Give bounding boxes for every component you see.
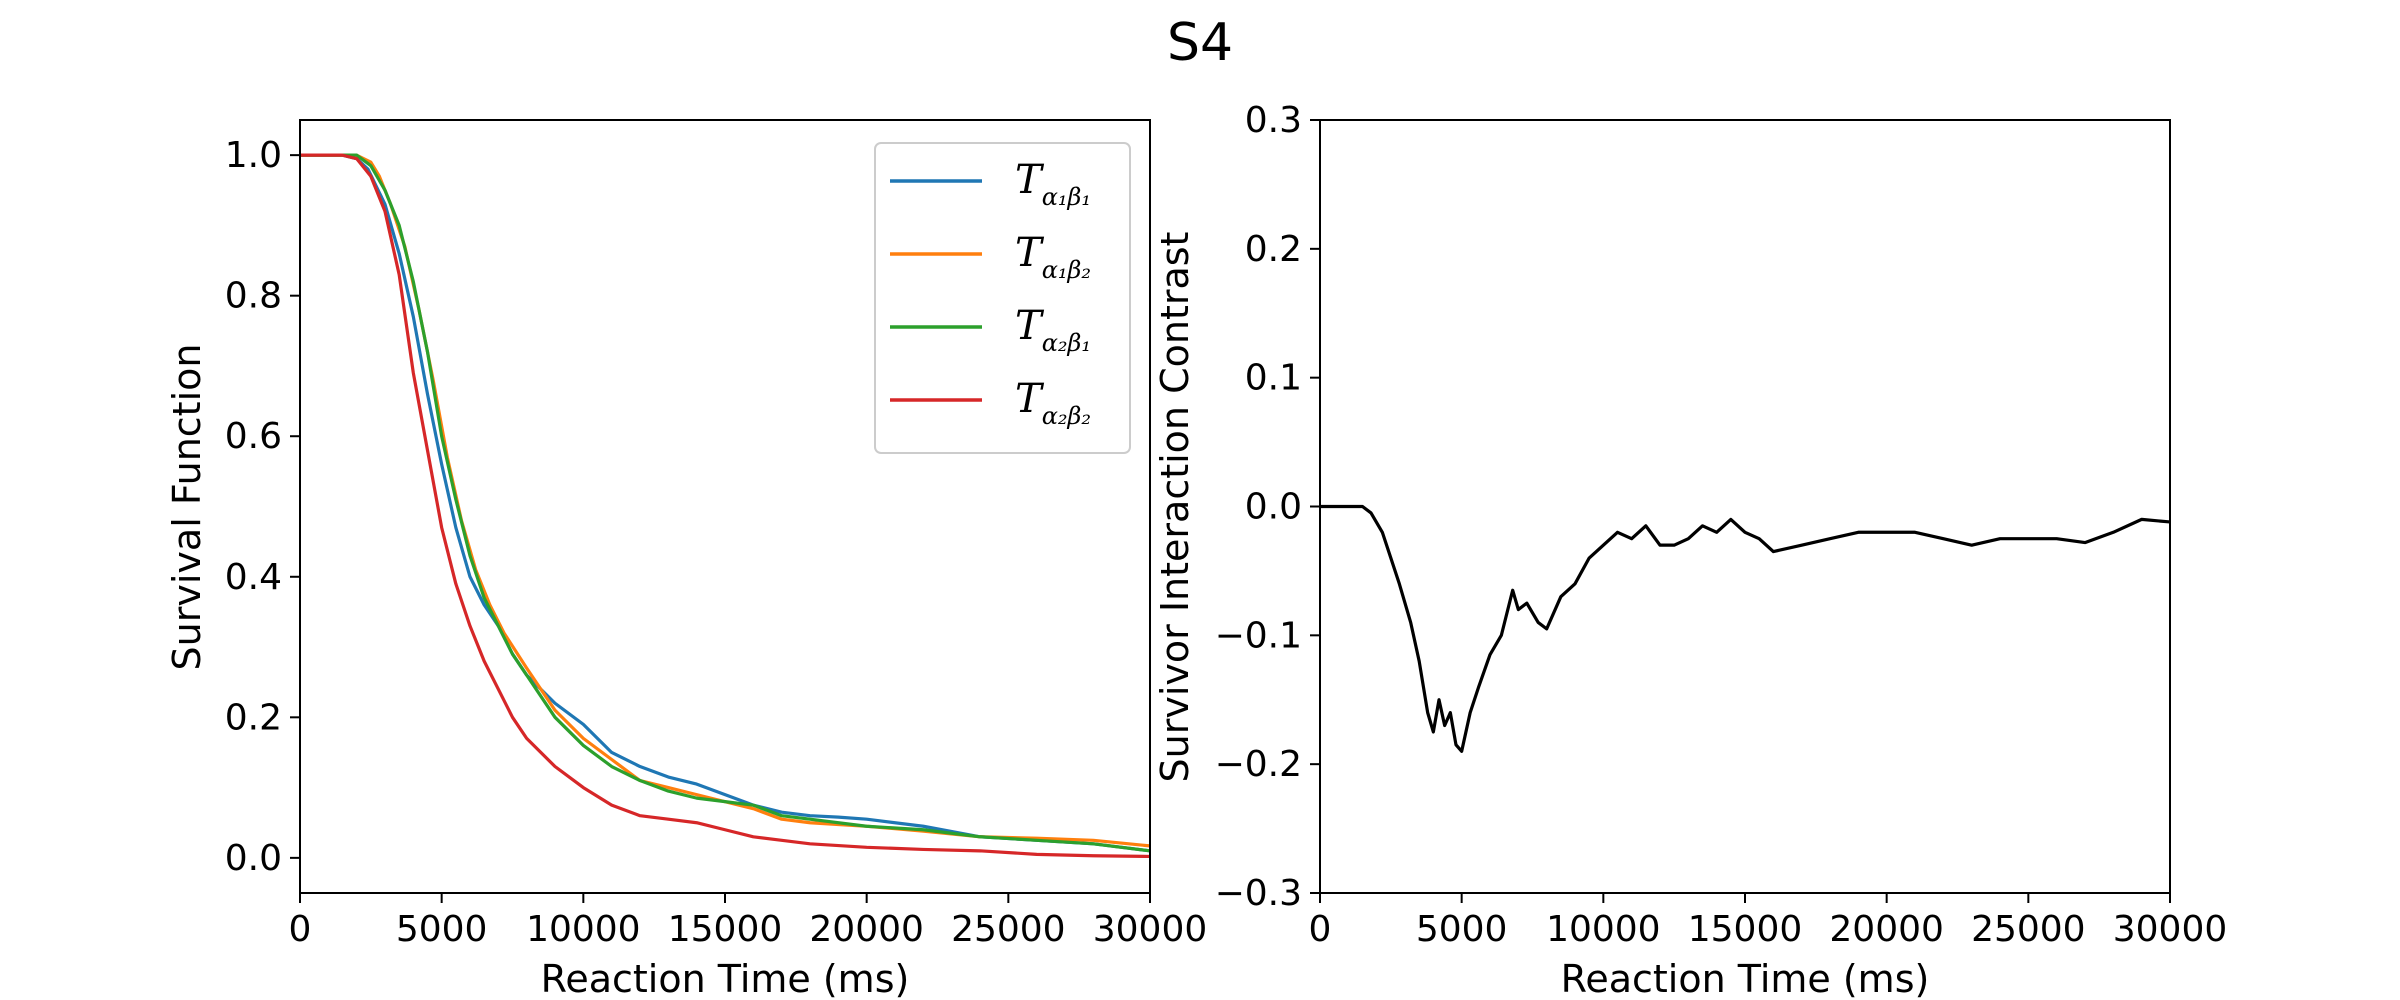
legend-label: Tα₂β₁: [1015, 303, 1091, 357]
legend-label: Tα₂β₂: [1015, 376, 1091, 430]
survival-y-tick-label: 0.4: [225, 557, 282, 598]
survival-x-tick-label: 20000: [809, 909, 924, 950]
survival-y-tick-label: 0.2: [225, 697, 282, 738]
legend-item: Tα₂β₁: [890, 303, 1091, 357]
sic-x-tick-label: 15000: [1688, 909, 1803, 950]
sic-x-tick-label: 0: [1309, 909, 1332, 950]
survival-series-line-4: [300, 153, 1150, 859]
survival-x-tick-label: 25000: [951, 909, 1066, 950]
survival-y-tick-label: 1.0: [225, 135, 282, 176]
survival-series-line-1: [300, 153, 1150, 853]
legend-label: Tα₁β₂: [1015, 230, 1091, 284]
figure-title: S4: [1167, 13, 1233, 73]
right-y-axis-label: Survivor Interaction Contrast: [1153, 232, 1197, 783]
legend-box: [874, 142, 1131, 454]
survival-series-line-3: [300, 153, 1150, 853]
sic-x-tick-label: 10000: [1546, 909, 1661, 950]
sic-y-tick-label: 0.3: [1245, 100, 1302, 141]
sic-chart: 0 5000 10000 15000 20000 25000 30000 −0.3−0.2−…: [1153, 100, 2227, 1000]
sic-series-line-1: [1320, 504, 2170, 753]
sic-y-tick-label: 0.0: [1245, 487, 1302, 528]
left-y-axis-label: Survival Function: [165, 344, 209, 671]
right-x-ticks: 0 5000 10000 15000 20000 25000 30000: [1309, 893, 2228, 950]
legend-item: Tα₁β₂: [890, 230, 1091, 284]
survival-x-tick-label: 5000: [396, 909, 488, 950]
right-x-axis-label: Reaction Time (ms): [1561, 957, 1930, 1000]
sic-y-tick-label: 0.1: [1245, 358, 1302, 399]
sic-y-tick-label: −0.1: [1215, 615, 1302, 656]
sic-series-layer: [1320, 504, 2170, 753]
survival-function-chart: 0 5000 10000 15000 20000 25000 30000 0.0 0.2 0.4…: [165, 119, 1208, 1000]
survival-y-tick-label: 0.6: [225, 416, 282, 457]
sic-x-tick-label: 30000: [2113, 909, 2228, 950]
legend-label: Tα₁β₁: [1015, 157, 1091, 211]
sic-x-tick-label: 20000: [1829, 909, 1944, 950]
survival-y-tick-label: 0.0: [225, 838, 282, 879]
left-y-ticks: 0.0 0.2 0.4 0.6 0.8 1.0: [225, 135, 300, 879]
sic-x-tick-label: 25000: [1971, 909, 2086, 950]
legend-item: Tα₂β₂: [890, 376, 1091, 430]
sic-x-tick-label: 5000: [1416, 909, 1508, 950]
left-x-axis-label: Reaction Time (ms): [541, 957, 910, 1000]
survival-x-tick-label: 15000: [668, 909, 783, 950]
survival-x-tick-label: 0: [289, 909, 312, 950]
left-x-ticks: 0 5000 10000 15000 20000 25000 30000: [289, 893, 1208, 950]
legend: Tα₁β₁ Tα₁β₂ Tα₂β₁ Tα₂β₂: [874, 142, 1131, 454]
survival-x-tick-label: 30000: [1093, 909, 1208, 950]
sic-y-tick-label: −0.3: [1215, 873, 1302, 914]
legend-item: Tα₁β₁: [890, 157, 1091, 211]
sic-y-tick-label: −0.2: [1215, 744, 1302, 785]
survival-series-layer: [300, 153, 1150, 859]
survival-y-tick-label: 0.8: [225, 276, 282, 317]
survival-x-tick-label: 10000: [526, 909, 641, 950]
sic-y-tick-label: 0.2: [1245, 229, 1302, 270]
right-y-ticks: −0.3 −0.2 −0.1 0.0 0.1 0.2 0.3: [1215, 100, 1320, 914]
